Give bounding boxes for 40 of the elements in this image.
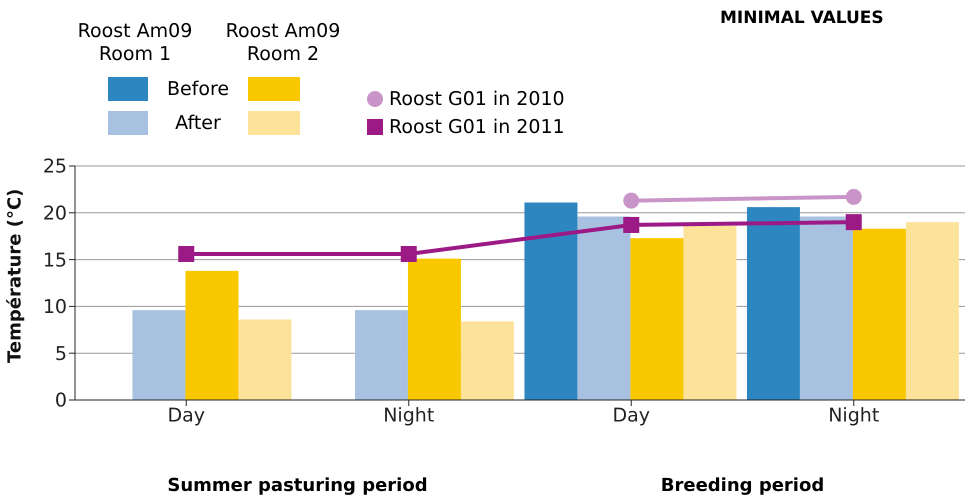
- legend-label: After: [174, 112, 222, 134]
- bar: [354, 310, 408, 400]
- bar: [238, 320, 292, 400]
- bar: [577, 216, 630, 400]
- bar: [683, 226, 736, 400]
- text: Roost Am09 Room 2: [224, 20, 342, 66]
- point: [178, 246, 194, 262]
- bar: [408, 258, 461, 400]
- x-tick-label: Day: [612, 404, 650, 426]
- point: [623, 216, 640, 233]
- bar: [132, 310, 186, 400]
- bar: [185, 270, 238, 400]
- legend-label: Before: [166, 78, 230, 100]
- bar: [460, 321, 514, 400]
- y-tick-label: 0: [54, 390, 67, 412]
- y-tick-label: 10: [42, 296, 67, 318]
- bar: [852, 228, 906, 400]
- bar: [524, 202, 578, 400]
- bar: [906, 222, 959, 400]
- y-tick-label: 5: [54, 342, 67, 365]
- legend-label: Roost G01 in 2011: [389, 116, 565, 138]
- text: Summer pasturing period: [166, 475, 429, 496]
- x-tick-label: Night: [383, 404, 434, 426]
- point: [846, 188, 862, 205]
- point: [623, 192, 640, 209]
- text: Roost Am09 Room 1: [76, 20, 194, 66]
- y-axis-title: Température (°C): [4, 188, 26, 363]
- x-tick-label: Day: [167, 404, 206, 426]
- bar: [746, 207, 800, 400]
- text: Breeding period: [660, 475, 826, 496]
- bar: [630, 238, 684, 400]
- point: [400, 246, 417, 262]
- point: [846, 214, 862, 230]
- y-tick-label: 25: [42, 156, 67, 178]
- chart-title: MINIMAL VALUES: [720, 8, 884, 28]
- legend-label: Roost G01 in 2010: [389, 88, 565, 110]
- x-tick-label: Night: [828, 404, 880, 426]
- y-tick-label: 15: [42, 249, 67, 272]
- y-tick-label: 20: [42, 202, 67, 225]
- bar: [800, 216, 853, 400]
